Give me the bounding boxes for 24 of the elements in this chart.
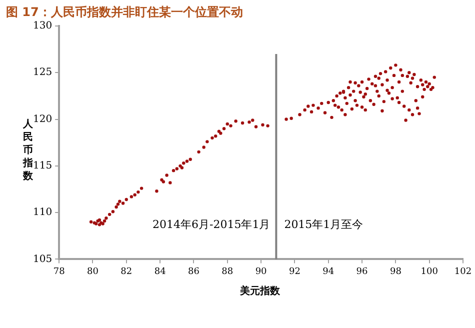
annotation: 2014年6月-2015年1月 xyxy=(152,218,270,232)
y-tick-label: 110 xyxy=(32,207,52,218)
y-axis-title: 人民币指数 xyxy=(22,118,34,183)
x-tick-label: 78 xyxy=(53,266,66,277)
x-tick-label: 102 xyxy=(454,266,472,277)
x-tick-label: 98 xyxy=(390,266,402,277)
y-tick-label: 115 xyxy=(32,160,52,172)
annotation: 2015年1月至今 xyxy=(284,218,364,232)
y-tick-label: 120 xyxy=(32,114,52,125)
x-tick-label: 92 xyxy=(288,266,300,277)
x-tick-label: 80 xyxy=(87,266,99,277)
x-tick-label: 100 xyxy=(420,266,438,277)
y-tick-label: 130 xyxy=(32,20,52,32)
x-tick-label: 84 xyxy=(154,266,166,277)
x-axis-title: 美元指数 xyxy=(239,284,281,298)
y-tick-label: 125 xyxy=(32,67,52,78)
chart-title: 图 17：人民币指数并非盯住某一个位置不动 xyxy=(6,4,243,21)
x-tick-label: 86 xyxy=(188,266,200,277)
x-tick-label: 88 xyxy=(222,266,234,277)
x-tick-label: 96 xyxy=(356,266,368,277)
x-tick-label: 82 xyxy=(120,266,132,277)
x-tick-label: 90 xyxy=(255,266,268,277)
x-tick-label: 94 xyxy=(322,266,334,277)
y-tick-label: 105 xyxy=(32,254,52,265)
